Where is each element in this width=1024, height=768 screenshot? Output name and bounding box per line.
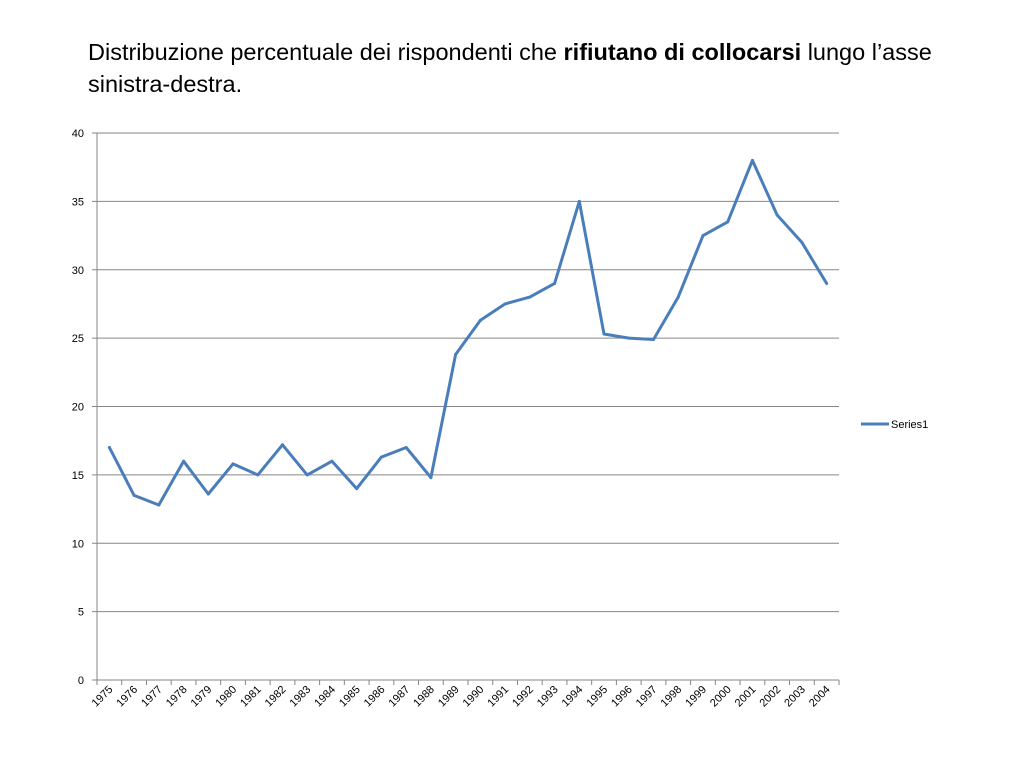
x-tick-label: 1998 xyxy=(659,684,685,710)
x-tick-label: 1977 xyxy=(139,684,165,710)
x-tick-label: 1987 xyxy=(386,684,412,710)
data-point xyxy=(404,446,408,450)
x-tick-label: 1997 xyxy=(634,684,660,710)
x-tick-label: 1979 xyxy=(189,684,215,710)
x-tick-label: 1976 xyxy=(114,684,140,710)
data-point xyxy=(602,332,606,336)
x-tick-label: 1994 xyxy=(560,684,586,710)
data-point xyxy=(726,220,730,224)
data-point xyxy=(305,473,309,477)
data-point xyxy=(157,503,161,507)
x-tick-label: 1975 xyxy=(90,684,116,710)
data-point xyxy=(800,240,804,244)
x-tick-label: 1981 xyxy=(238,684,264,710)
title-text: Distribuzione percentuale dei rispondent… xyxy=(88,39,564,65)
data-point xyxy=(182,459,186,463)
x-tick-label: 1984 xyxy=(312,684,338,710)
data-point xyxy=(701,234,705,238)
y-axis-ticks: 0 5 10 15 20 25 30 35 40 xyxy=(72,128,97,687)
x-tick-label: 1993 xyxy=(535,684,561,710)
data-point xyxy=(528,295,532,299)
title-text-end: lungo l’asse sinistra-destra. xyxy=(88,39,932,97)
data-point xyxy=(825,281,829,285)
x-tick-label: 1992 xyxy=(510,684,536,710)
legend-label: Series1 xyxy=(891,419,928,431)
legend: Series1 xyxy=(861,419,928,431)
x-tick-label: 1990 xyxy=(461,684,487,710)
data-point xyxy=(503,302,507,306)
x-tick-label: 1982 xyxy=(263,684,289,710)
data-point xyxy=(281,443,284,447)
data-point xyxy=(107,446,111,450)
series-line xyxy=(107,158,829,507)
data-point xyxy=(231,462,235,466)
x-tick-label: 1989 xyxy=(436,684,462,710)
x-tick-label: 1995 xyxy=(584,684,610,710)
x-tick-label: 1983 xyxy=(288,684,314,710)
y-tick-label: 20 xyxy=(72,402,84,414)
x-tick-label: 1978 xyxy=(164,684,190,710)
title-bold-text: rifiutano di collocarsi xyxy=(563,39,802,65)
y-tick-label: 40 xyxy=(72,128,84,140)
x-tick-label: 1980 xyxy=(213,684,239,710)
data-point xyxy=(206,492,210,496)
data-point xyxy=(355,487,359,491)
data-point xyxy=(750,158,754,162)
x-tick-label: 2004 xyxy=(807,684,833,710)
y-tick-label: 25 xyxy=(72,333,84,345)
data-point xyxy=(330,459,334,463)
data-point xyxy=(132,493,136,497)
x-tick-label: 1985 xyxy=(337,684,363,710)
slide-title: Distribuzione percentuale dei rispondent… xyxy=(88,36,968,100)
gridlines xyxy=(97,132,839,613)
data-point xyxy=(256,473,260,477)
x-axis-ticks: 1975197619771978197919801981198219831984… xyxy=(90,680,840,710)
x-tick-label: 1988 xyxy=(411,684,437,710)
data-point xyxy=(454,353,458,357)
y-tick-label: 15 xyxy=(72,470,84,482)
x-tick-label: 1996 xyxy=(609,684,635,710)
x-tick-label: 2000 xyxy=(708,684,734,710)
data-point xyxy=(429,476,433,480)
y-tick-label: 35 xyxy=(72,196,84,208)
series-group xyxy=(107,158,829,507)
data-point xyxy=(478,318,482,322)
y-tick-label: 10 xyxy=(72,538,84,550)
data-point xyxy=(676,295,680,299)
data-point xyxy=(627,336,631,340)
data-point xyxy=(652,337,655,341)
data-point xyxy=(775,213,779,217)
x-tick-label: 2002 xyxy=(757,684,783,710)
x-tick-label: 1986 xyxy=(362,684,388,710)
data-point xyxy=(577,199,581,203)
x-tick-label: 2001 xyxy=(733,684,759,710)
y-tick-label: 5 xyxy=(78,607,84,619)
data-point xyxy=(379,455,383,459)
x-tick-label: 1991 xyxy=(485,684,511,710)
y-tick-label: 0 xyxy=(78,675,84,687)
x-tick-label: 1999 xyxy=(683,684,709,710)
data-point xyxy=(553,281,557,285)
y-tick-label: 30 xyxy=(72,265,84,277)
x-tick-label: 2003 xyxy=(782,684,808,710)
